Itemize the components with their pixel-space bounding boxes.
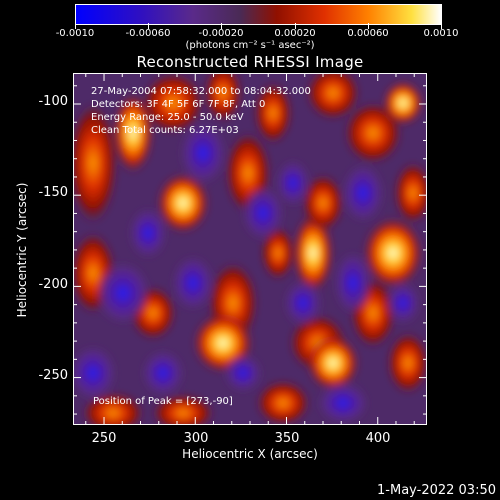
method-annotation: Clean Total counts: 6.27E+03 [91, 125, 239, 136]
y-tick-label: -200 [38, 277, 68, 292]
positive-flux-region [262, 227, 294, 279]
positive-flux-region [363, 217, 423, 289]
negative-flux-region [73, 347, 115, 399]
positive-flux-region [257, 381, 309, 425]
positive-flux-region [293, 213, 333, 293]
energy-range-annotation: Energy Range: 25.0 - 50.0 keV [91, 112, 244, 123]
colorbar-tick-label: -0.0010 [55, 28, 95, 39]
colorbar-tick-label: -0.00060 [125, 28, 171, 39]
y-tick-label: -250 [38, 368, 68, 383]
x-tick-label: 250 [91, 431, 117, 446]
positive-flux-region [395, 163, 427, 223]
peak-position-annotation: Position of Peak = [273,-90] [93, 396, 233, 407]
negative-flux-region [335, 253, 371, 313]
negative-flux-region [387, 283, 419, 323]
negative-flux-region [319, 383, 367, 423]
y-tick-label: -150 [38, 185, 68, 200]
time-range-annotation: 27-May-2004 07:58:32.000 to 08:04:32.000 [91, 86, 311, 97]
colorbar-tick-label: 0.00020 [274, 28, 316, 39]
positive-flux-region [307, 335, 359, 391]
colorbar-tick-label: -0.00020 [198, 28, 244, 39]
positive-flux-region [143, 73, 203, 133]
positive-flux-region [255, 83, 291, 143]
colorbar-tick-label: 0.0010 [423, 28, 459, 39]
colorbar [75, 4, 442, 25]
negative-flux-region [277, 161, 309, 205]
negative-flux-region [97, 263, 149, 323]
positive-flux-region [303, 175, 343, 231]
y-tick-label: -100 [38, 94, 68, 109]
x-tick-label: 300 [183, 431, 209, 446]
negative-flux-region [343, 165, 383, 221]
positive-flux-region [383, 81, 423, 125]
negative-flux-region [130, 209, 166, 257]
negative-flux-region [225, 355, 261, 391]
plot-title: Reconstructed RHESSI Image [136, 53, 364, 71]
negative-flux-region [243, 187, 283, 239]
colorbar-ticks [75, 23, 442, 29]
image-plot: 27-May-2004 07:58:32.000 to 08:04:32.000… [73, 73, 427, 425]
colorbar-tick-label: 0.00060 [347, 28, 389, 39]
reconstructed-image [73, 73, 427, 425]
positive-flux-region [153, 395, 213, 425]
positive-flux-region [205, 73, 241, 121]
negative-flux-region [285, 281, 321, 325]
x-tick-label: 350 [274, 431, 300, 446]
y-axis-label: Heliocentric Y (arcsec) [15, 182, 29, 318]
detectors-annotation: Detectors: 3F 4F 5F 6F 7F 8F, Att 0 [91, 99, 266, 110]
negative-flux-region [143, 351, 183, 395]
positive-flux-region [113, 93, 153, 173]
positive-flux-region [83, 393, 143, 425]
negative-flux-region [181, 123, 225, 183]
x-axis-label: Heliocentric X (arcsec) [182, 447, 318, 461]
positive-flux-region [388, 333, 427, 393]
axes-frame [73, 73, 427, 425]
colorbar-unit-label: (photons cm⁻² s⁻¹ asec⁻²) [185, 40, 315, 51]
colorbar-gradient [76, 5, 441, 24]
positive-flux-region [307, 73, 359, 119]
negative-flux-region [173, 257, 213, 309]
positive-flux-region [73, 103, 117, 223]
positive-flux-region [157, 173, 209, 233]
positive-flux-region [345, 103, 401, 163]
x-tick-label: 400 [365, 431, 391, 446]
plot-timestamp: 1-May-2022 03:50 [377, 483, 496, 498]
